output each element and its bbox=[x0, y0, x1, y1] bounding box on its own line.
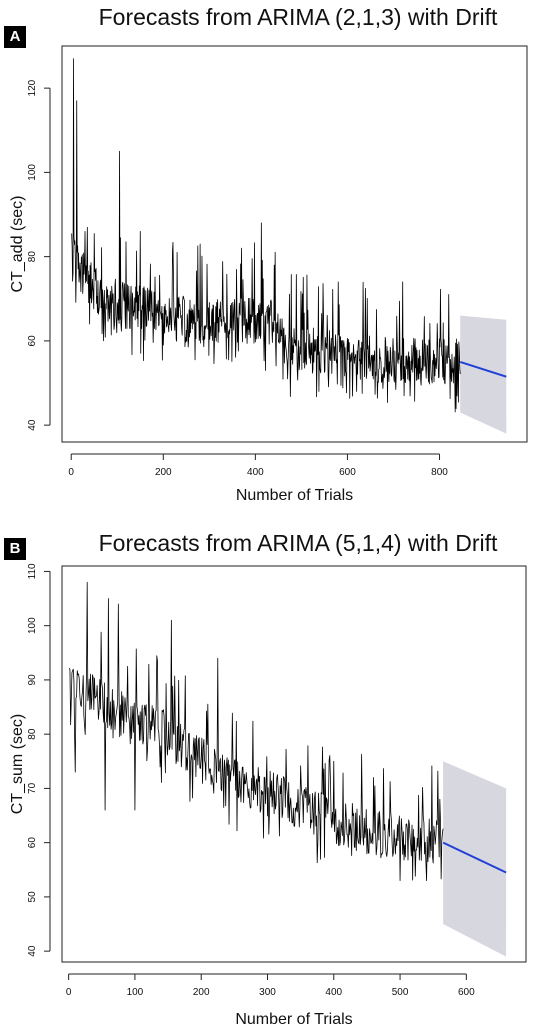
y-tick-label: 40 bbox=[27, 945, 38, 957]
plot-frame bbox=[61, 565, 527, 963]
prediction-interval bbox=[460, 315, 507, 434]
y-tick-label: 110 bbox=[27, 563, 38, 579]
y-tick-label: 120 bbox=[27, 79, 38, 96]
y-axis-label: CT_sum (sec) bbox=[9, 714, 26, 814]
y-tick-label: 70 bbox=[27, 782, 38, 794]
y-tick-label: 50 bbox=[27, 891, 38, 903]
panel-label: B bbox=[4, 538, 26, 560]
chart-b: 0 100 200 300 400 500 600 40 50 60 70 80 90 100 110 Num… bbox=[9, 563, 527, 1028]
x-axis-label: Number of Trials bbox=[236, 487, 353, 504]
plot-frame bbox=[61, 45, 528, 443]
y-tick-label: 90 bbox=[27, 674, 38, 686]
x-tick-label: 600 bbox=[339, 467, 356, 478]
x-tick-label: 600 bbox=[458, 987, 475, 998]
y-tick-label: 60 bbox=[27, 335, 38, 347]
chart-panel-a: A Forecasts from ARIMA (2,1,3) with Drif… bbox=[4, 4, 528, 504]
y-tick-label: 60 bbox=[27, 837, 38, 849]
chart-a: 0 200 400 600 800 40 60 80 100 120 Number of Trial… bbox=[9, 45, 528, 504]
panel-label: A bbox=[4, 26, 26, 48]
x-tick-label: 300 bbox=[259, 987, 276, 998]
observed-series-line bbox=[71, 58, 461, 413]
y-tick-label: 80 bbox=[27, 728, 38, 740]
y-tick-label: 80 bbox=[27, 251, 38, 263]
x-tick-label: 400 bbox=[247, 467, 264, 478]
x-tick-label: 0 bbox=[68, 467, 74, 478]
x-tick-label: 200 bbox=[155, 467, 172, 478]
x-axis-label: Number of Trials bbox=[235, 1011, 352, 1028]
chart-title: Forecasts from ARIMA (2,1,3) with Drift bbox=[98, 4, 498, 30]
forecast-line bbox=[442, 841, 507, 874]
x-tick-label: 400 bbox=[325, 987, 342, 998]
chart-title: Forecasts from ARIMA (5,1,4) with Drift bbox=[98, 530, 498, 556]
forecast-line bbox=[459, 361, 507, 378]
y-tick-label: 100 bbox=[27, 164, 38, 181]
x-tick-label: 100 bbox=[127, 987, 144, 998]
x-tick-label: 0 bbox=[66, 987, 72, 998]
x-tick-label: 500 bbox=[392, 987, 409, 998]
prediction-interval bbox=[443, 761, 507, 957]
x-tick-label: 200 bbox=[193, 987, 210, 998]
x-tick-label: 800 bbox=[431, 467, 448, 478]
chart-panel-b: B Forecasts from ARIMA (5,1,4) with Drif… bbox=[0, 516, 536, 1032]
y-axis-label: CT_add (sec) bbox=[9, 196, 26, 293]
y-tick-label: 100 bbox=[27, 617, 38, 634]
observed-series-line bbox=[68, 581, 444, 882]
y-tick-label: 40 bbox=[27, 419, 38, 431]
